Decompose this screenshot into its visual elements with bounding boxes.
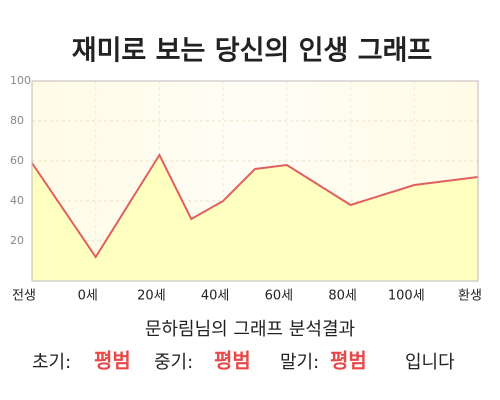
y-tick-label: 100 xyxy=(10,74,31,87)
y-tick-label: 80 xyxy=(10,114,24,127)
x-tick-label: 0세 xyxy=(78,289,98,304)
plot-border xyxy=(31,80,479,282)
y-tick-label: 60 xyxy=(10,154,24,167)
ending: 입니다 xyxy=(405,352,455,373)
middle-label: 중기: xyxy=(154,352,193,373)
y-tick-label: 40 xyxy=(10,194,24,207)
early-label: 초기: xyxy=(32,352,71,373)
middle-result: 평범 xyxy=(214,349,251,373)
x-tick-label: 80세 xyxy=(328,289,357,304)
chart-title: 재미로 보는 당신의 인생 그래프 xyxy=(72,36,433,67)
area xyxy=(32,155,478,281)
x-tick-label: 환생 xyxy=(458,289,482,304)
x-tick-label: 20세 xyxy=(137,289,166,304)
x-tick-label: 40세 xyxy=(201,289,230,304)
x-tick-label: 60세 xyxy=(265,289,294,304)
late-label: 말기: xyxy=(280,352,319,373)
x-tick-label: 100세 xyxy=(388,289,425,304)
x-tick-label: 전생 xyxy=(12,289,36,304)
late-result: 평범 xyxy=(330,349,367,373)
y-tick-label: 20 xyxy=(10,234,24,247)
early-result: 평범 xyxy=(94,349,131,373)
analysis-heading: 문하림님의 그래프 분석결과 xyxy=(145,319,355,340)
line xyxy=(31,152,479,259)
